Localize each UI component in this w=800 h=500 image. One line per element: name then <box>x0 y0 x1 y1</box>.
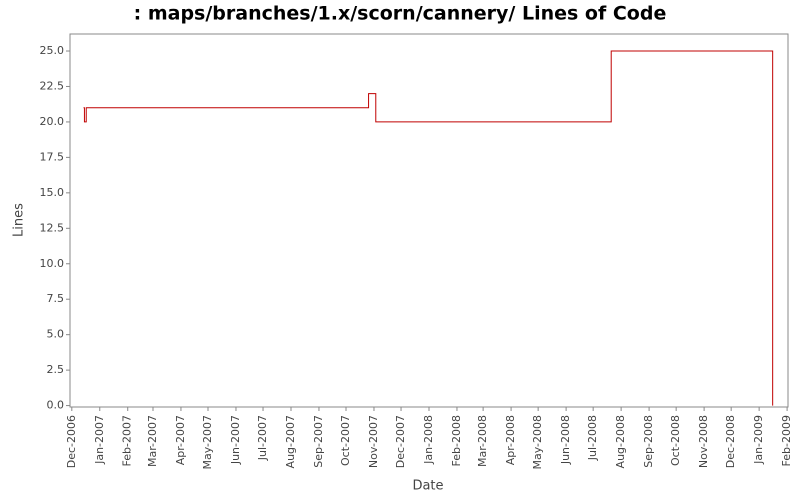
x-tick-label: Oct-2007 <box>339 415 352 466</box>
x-tick-label: Feb-2009 <box>780 415 793 466</box>
x-tick-label: Feb-2007 <box>121 415 134 466</box>
y-tick-label: 5.0 <box>47 328 65 341</box>
x-tick-label: Jun-2007 <box>229 415 242 465</box>
x-tick-label: Sep-2008 <box>642 415 655 468</box>
x-tick-label: Aug-2007 <box>284 415 297 468</box>
x-tick-label: Jan-2007 <box>93 415 106 465</box>
series-line <box>83 50 774 406</box>
y-tick-label: 25.0 <box>40 44 65 57</box>
x-tick-label: Nov-2007 <box>367 415 380 468</box>
x-tick-label: Jan-2009 <box>752 415 765 465</box>
x-tick-label: Feb-2008 <box>450 415 463 466</box>
x-tick-label: May-2008 <box>531 415 544 470</box>
x-tick-label: Mar-2008 <box>476 415 489 467</box>
x-tick-label: Jul-2008 <box>586 415 599 461</box>
x-tick-label: Nov-2008 <box>697 415 710 468</box>
chart-title: : maps/branches/1.x/scorn/cannery/ Lines… <box>134 3 667 25</box>
y-tick-label: 12.5 <box>40 221 65 234</box>
y-tick-label: 7.5 <box>47 292 65 305</box>
y-tick-label: 20.0 <box>40 115 65 128</box>
x-tick-label: Sep-2007 <box>312 415 325 468</box>
y-tick-label: 0.0 <box>47 399 65 412</box>
x-tick-label: Mar-2007 <box>146 415 159 467</box>
x-tick-label: Oct-2008 <box>669 415 682 466</box>
y-tick-label: 22.5 <box>40 79 65 92</box>
x-tick-label: May-2007 <box>201 415 214 470</box>
x-tick-label: Apr-2007 <box>174 415 187 465</box>
x-tick-label: Jul-2007 <box>256 415 269 461</box>
x-tick-label: Dec-2008 <box>724 415 737 468</box>
y-tick-label: 17.5 <box>40 150 65 163</box>
x-tick-label: Apr-2008 <box>504 415 517 465</box>
x-tick-label: Aug-2008 <box>614 415 627 468</box>
plot-area <box>69 33 789 408</box>
y-axis-label: Lines <box>12 203 27 237</box>
x-tick-label: Dec-2007 <box>394 415 407 468</box>
y-tick-label: 10.0 <box>40 257 65 270</box>
x-axis-label: Date <box>412 479 443 494</box>
x-tick-label: Jun-2008 <box>559 415 572 465</box>
y-tick-label: 2.5 <box>47 363 65 376</box>
x-tick-label: Dec-2006 <box>65 415 78 468</box>
y-tick-label: 15.0 <box>40 186 65 199</box>
x-tick-label: Jan-2008 <box>422 415 435 465</box>
